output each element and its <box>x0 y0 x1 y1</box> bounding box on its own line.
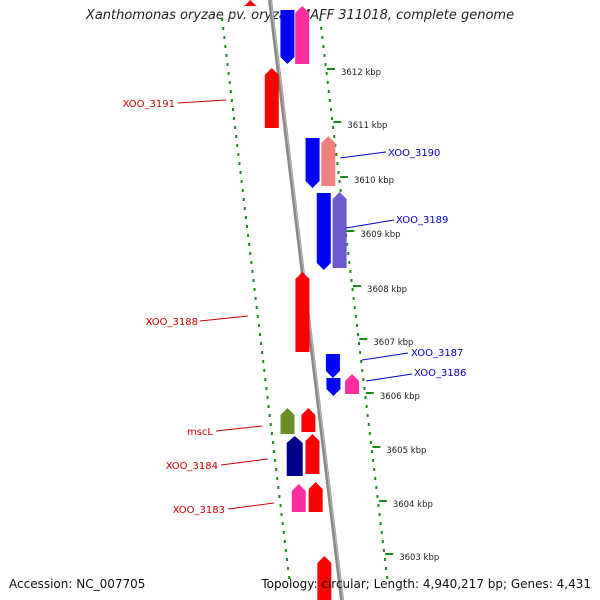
gene-label: XOO_3186 <box>414 368 466 379</box>
rna-block <box>345 374 360 394</box>
kbp-tick-label: 3609 kbp <box>360 230 400 240</box>
left-dotted-track <box>221 18 291 579</box>
kbp-tick-label: 3604 kbp <box>393 500 433 510</box>
gene-label-leader <box>365 373 413 382</box>
gene-arrow <box>280 10 295 64</box>
accession-text: Accession: NC_007705 <box>9 577 146 591</box>
kbp-tick-label: 3603 kbp <box>399 553 439 563</box>
gene-arrow <box>326 378 341 396</box>
gene-label-leader <box>339 151 387 159</box>
rna-block <box>291 484 306 512</box>
kbp-tick-label: 3605 kbp <box>386 446 426 456</box>
gene-label-leader <box>215 425 263 432</box>
kbp-tick-label: 3606 kbp <box>380 392 420 402</box>
kbp-tick-label: 3610 kbp <box>354 176 394 186</box>
gene-label-leader <box>345 219 395 229</box>
gene-label-leader <box>177 99 227 104</box>
kbp-ticks: 3612 kbp 3611 kbp 3610 kbp 3609 kbp 3608 kbp… <box>327 68 439 563</box>
gene-arrow <box>305 138 320 188</box>
rna-block <box>286 436 303 476</box>
gene-label: XOO_3191 <box>123 99 175 110</box>
gene-label: XOO_3183 <box>173 505 225 516</box>
gene-arrow <box>305 434 320 474</box>
kbp-tick-label: 3607 kbp <box>373 338 413 348</box>
gene-label-leader <box>227 502 275 510</box>
gene-label: XOO_3189 <box>396 215 448 226</box>
gene-arrow <box>308 482 323 512</box>
gene-arrow <box>264 68 279 128</box>
gene-arrow <box>317 556 332 600</box>
topology-text: Topology: circular; Length: 4,940,217 bp… <box>261 577 591 591</box>
gene-label-leader <box>220 458 269 466</box>
gene-label-leader <box>361 352 409 361</box>
gene-arrow <box>325 354 340 378</box>
kbp-tick-label: 3608 kbp <box>367 285 407 295</box>
gene-label: XOO_3184 <box>166 461 218 472</box>
gene-label: XOO_3187 <box>411 348 463 359</box>
gene-label: mscL <box>187 427 213 438</box>
rna-block <box>332 192 347 268</box>
gene-label: XOO_3188 <box>146 317 198 328</box>
gene-arrow <box>301 408 316 432</box>
kbp-tick-label: 3611 kbp <box>347 121 387 131</box>
gene-label: XOO_3190 <box>388 148 440 159</box>
gene-arrow <box>295 272 310 352</box>
gene-arrow <box>243 0 258 7</box>
gene-labels: XOO_3191 XOO_3190 XOO_3189 XOO_3188 XOO_3187… <box>123 99 467 516</box>
rna-block <box>295 6 310 64</box>
kbp-tick-label: 3612 kbp <box>341 68 381 78</box>
gene-arrow <box>316 193 331 270</box>
gene-features <box>243 0 360 600</box>
gene-label-leader <box>199 315 249 322</box>
right-dotted-track <box>319 18 389 579</box>
rna-block <box>280 408 295 434</box>
rna-block <box>321 136 336 186</box>
